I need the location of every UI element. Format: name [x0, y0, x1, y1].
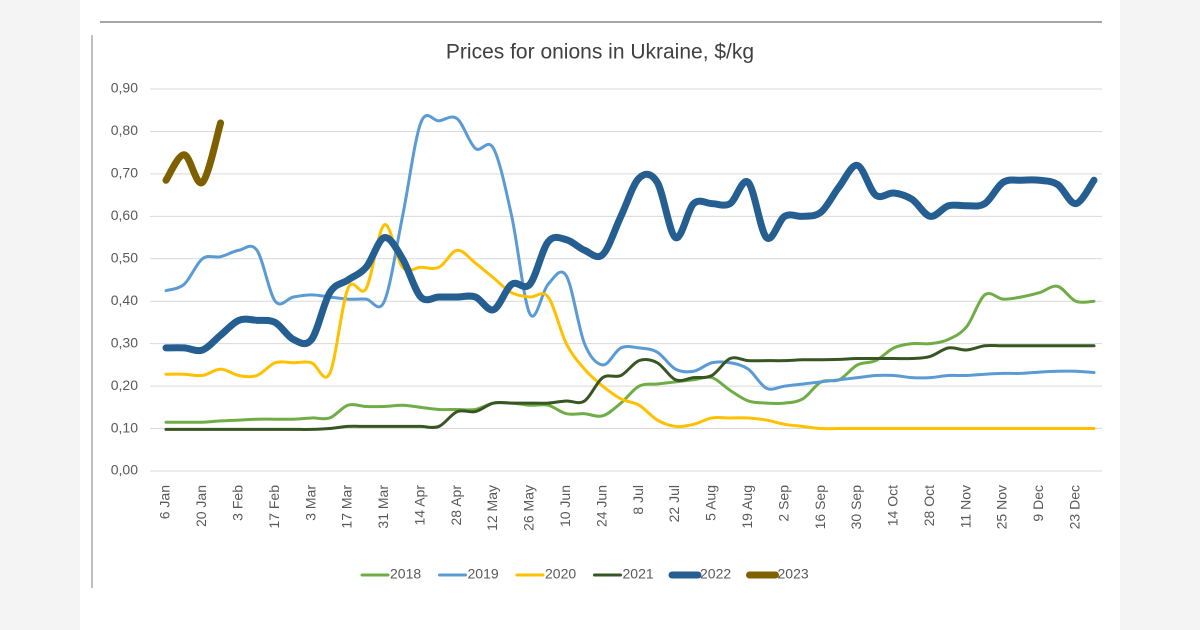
- legend-label: 2019: [468, 566, 499, 582]
- x-tick-label: 16 Sep: [812, 485, 828, 530]
- y-tick-label: 0,50: [111, 249, 138, 265]
- y-tick-label: 0,10: [111, 419, 138, 435]
- x-tick-label: 26 May: [521, 485, 537, 531]
- x-tick-label: 17 Mar: [339, 485, 355, 529]
- y-tick-label: 0,60: [111, 207, 138, 223]
- series-line: [162, 161, 1098, 355]
- x-tick-label: 30 Sep: [848, 485, 864, 530]
- card: [80, 0, 1120, 630]
- x-tick-label: 31 Mar: [375, 485, 391, 529]
- y-tick-label: 0,00: [111, 462, 138, 478]
- y-tick-label: 0,90: [111, 80, 138, 96]
- x-tick-label: 23 Dec: [1067, 485, 1083, 529]
- x-tick-label: 22 Jul: [666, 485, 682, 522]
- x-tick-label: 28 Oct: [921, 485, 937, 526]
- x-tick-label: 10 Jun: [557, 485, 573, 527]
- legend-label: 2020: [545, 566, 576, 582]
- series-line: [164, 284, 1096, 424]
- x-tick-label: 25 Nov: [994, 485, 1010, 529]
- x-tick-label: 8 Jul: [630, 485, 646, 515]
- x-tick-label: 6 Jan: [157, 485, 173, 519]
- x-tick-label: 24 Jun: [593, 485, 609, 527]
- y-tick-label: 0,70: [111, 165, 138, 181]
- series-line: [164, 114, 1096, 391]
- x-tick-label: 3 Feb: [229, 485, 245, 521]
- x-tick-label: 12 May: [484, 485, 500, 531]
- x-tick-label: 11 Nov: [957, 485, 973, 528]
- x-tick-label: 20 Jan: [193, 485, 209, 527]
- x-tick-label: 28 Apr: [448, 485, 464, 526]
- series-line: [164, 223, 1096, 431]
- series-line: [162, 119, 225, 187]
- chart-title: Prices for onions in Ukraine, $/kg: [446, 41, 754, 64]
- legend-label: 2018: [390, 566, 421, 582]
- y-tick-label: 0,40: [111, 292, 138, 308]
- legend-label: 2022: [700, 566, 731, 582]
- x-tick-label: 9 Dec: [1030, 485, 1046, 522]
- y-tick-label: 0,20: [111, 377, 138, 393]
- x-tick-label: 14 Apr: [411, 485, 427, 526]
- x-tick-label: 3 Mar: [302, 485, 318, 521]
- x-tick-label: 14 Oct: [885, 485, 901, 526]
- series-line: [164, 343, 1096, 431]
- y-tick-label: 0,80: [111, 122, 138, 138]
- x-tick-label: 17 Feb: [266, 485, 282, 529]
- x-tick-label: 19 Aug: [739, 485, 755, 529]
- legend-label: 2021: [623, 566, 654, 582]
- x-tick-label: 2 Sep: [775, 485, 791, 522]
- legend-label: 2023: [778, 566, 809, 582]
- y-tick-label: 0,30: [111, 334, 138, 350]
- x-tick-label: 5 Aug: [703, 485, 719, 521]
